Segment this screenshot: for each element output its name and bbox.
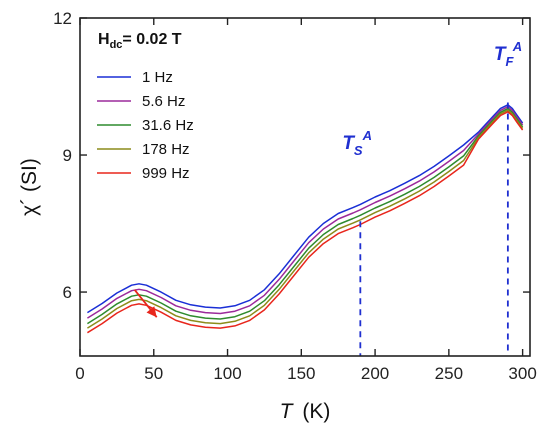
- legend-label: 178 Hz: [142, 141, 190, 158]
- frequency-arrow-head: [146, 306, 157, 318]
- x-axis-label-symbol: T: [280, 400, 295, 423]
- legend: 1 Hz 5.6 Hz 31.6 Hz 178 Hz 999 Hz: [97, 69, 194, 182]
- x-axis-label: T (K): [280, 400, 331, 423]
- legend-label: 1 Hz: [142, 69, 173, 86]
- x-axis-label-unit: (K): [302, 400, 330, 423]
- series-line: [87, 104, 524, 314]
- series-line: [87, 111, 524, 334]
- transition-markers: TSA TFA: [342, 39, 522, 356]
- x-tick-label: 200: [361, 364, 389, 383]
- axis-ticks: 0 50 100 150 200 250 300 6 9 12: [53, 9, 537, 383]
- plot-frame: [79, 17, 531, 357]
- legend-label: 5.6 Hz: [142, 93, 185, 110]
- field-label-symbol: H: [98, 31, 110, 48]
- field-label-subscript: dc: [110, 39, 123, 51]
- series-line: [87, 105, 524, 319]
- series-lines: [87, 104, 524, 334]
- legend-label: 31.6 Hz: [142, 117, 194, 134]
- x-tick-label: 0: [75, 364, 84, 383]
- x-tick-label: 100: [213, 364, 241, 383]
- y-axis-label: χ´ (SI): [18, 158, 41, 216]
- x-tick-label: 150: [287, 364, 315, 383]
- frequency-arrow: [133, 289, 158, 318]
- x-tick-label: 300: [508, 364, 536, 383]
- series-line: [87, 109, 524, 329]
- transition-label: TFA: [494, 39, 522, 69]
- series-line: [87, 107, 524, 325]
- field-label: Hdc= 0.02 T: [98, 31, 182, 51]
- y-tick-label: 6: [63, 283, 72, 302]
- y-tick-label: 12: [53, 9, 72, 28]
- transition-label: TSA: [342, 128, 372, 158]
- field-label-value: = 0.02 T: [122, 31, 181, 48]
- y-tick-label: 9: [63, 146, 72, 165]
- legend-label: 999 Hz: [142, 165, 190, 182]
- x-tick-label: 50: [144, 364, 163, 383]
- x-tick-label: 250: [435, 364, 463, 383]
